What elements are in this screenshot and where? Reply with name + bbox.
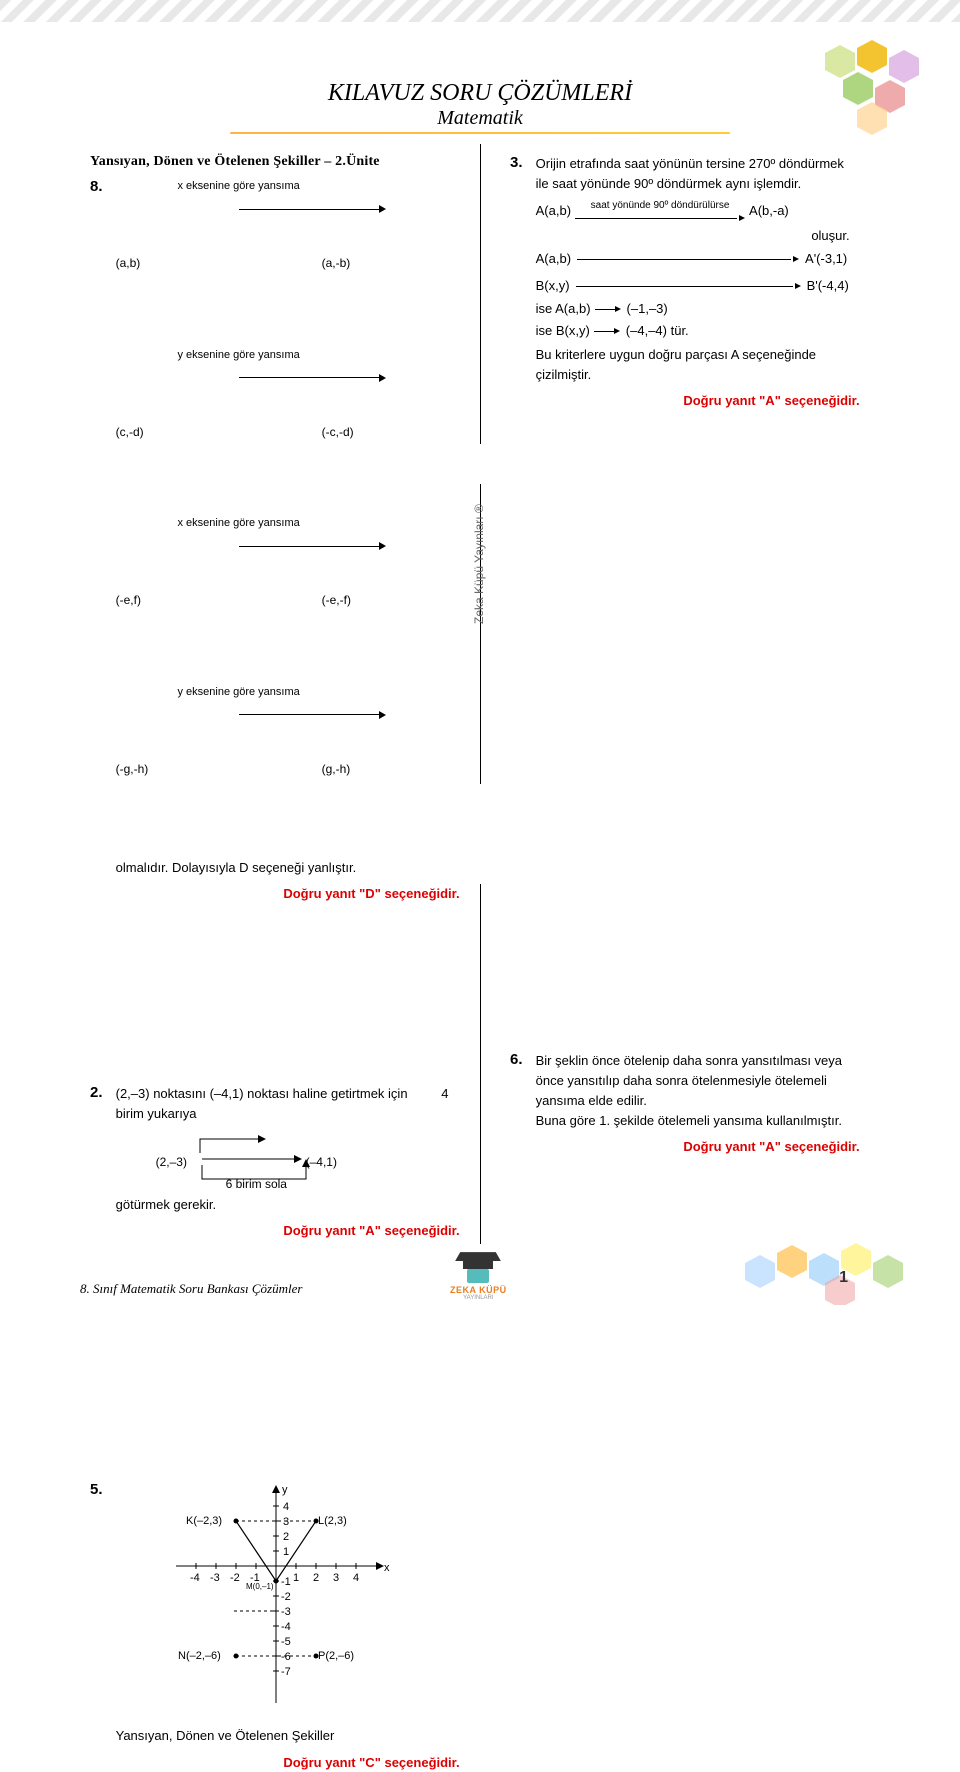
q2-diagram: (2,–3) (–4,1) 6 birim sola [156,1129,376,1189]
arrow-icon [575,213,745,223]
page-subtitle: Matematik [80,107,880,130]
svg-text:M(0,–1): M(0,–1) [246,1582,274,1591]
svg-text:P(2,–6): P(2,–6) [318,1650,354,1662]
title-block: KILAVUZ SORU ÇÖZÜMLERİ Matematik [80,80,880,134]
q8-row-2: (c,-d) y eksenine göre yansıma (-c,-d) [116,349,460,516]
svg-text:2: 2 [283,1531,289,1543]
footer-text: 8. Sınıf Matematik Soru Bankası Çözümler [80,1281,302,1297]
question-6: 6. Bir şeklin önce ötelenip daha sonra y… [510,1051,860,1157]
arrow-icon [594,326,622,336]
q2-tail: götürmek gerekir. [116,1195,460,1215]
question-8: 8. (a,b) x eksenine göre yansıma (a,-b) … [90,178,460,904]
q3-row2: A(a,b) A'(-3,1) [536,249,860,269]
column-divider-1 [480,144,481,444]
q5-caption: Yansıyan, Dönen ve Ötelenen Şekiller [116,1726,460,1746]
hex-decoration-top [810,40,930,140]
svg-text:K(–2,3): K(–2,3) [186,1515,222,1527]
q8-row-3: (-e,f) x eksenine göre yansıma (-e,-f) [116,517,460,684]
svg-text:y: y [282,1484,288,1496]
svg-text:-3: -3 [210,1572,220,1584]
svg-text:-3: -3 [281,1606,291,1618]
hex-decoration-bottom [740,1235,910,1305]
svg-text:-1: -1 [281,1576,291,1588]
svg-text:3: 3 [333,1572,339,1584]
q3-ise-a: ise A(a,b) (–1,–3) [536,299,860,319]
svg-text:L(2,3): L(2,3) [318,1515,347,1527]
q3-row3: B(x,y) B'(-4,4) [536,276,860,296]
right-column: 3. Orijin etrafında saat yönünün tersine… [480,144,880,1772]
svg-text:3: 3 [283,1516,289,1528]
svg-text:1: 1 [293,1572,299,1584]
question-5: 5. y x [90,1481,460,1772]
q5-coordinate-graph: y x -4 -3 -2 -1 1 2 3 4 [156,1481,416,1711]
left-column: Yansıyan, Dönen ve Ötelenen Şekiller – 2… [80,144,480,1772]
page-number: 1 [839,1269,848,1287]
svg-text:-4: -4 [190,1572,200,1584]
q5-answer: Doğru yanıt "C" seçeneğidir. [116,1753,460,1772]
title-underline [230,132,730,134]
svg-text:-4: -4 [281,1621,291,1633]
svg-text:-2: -2 [281,1591,291,1603]
q6-answer: Doğru yanıt "A" seçeneğidir. [536,1137,860,1157]
svg-text:2: 2 [313,1572,319,1584]
svg-text:4: 4 [353,1572,359,1584]
svg-text:-2: -2 [230,1572,240,1584]
arrow-icon [577,254,799,264]
q3-answer: Doğru yanıt "A" seçeneğidir. [536,391,860,411]
q3-ise-b: ise B(x,y) (–4,–4) tür. [536,321,860,341]
page-title: KILAVUZ SORU ÇÖZÜMLERİ [80,80,880,107]
question-3: 3. Orijin etrafında saat yönünün tersine… [510,154,860,411]
q6-number: 6. [510,1051,532,1068]
svg-text:4: 4 [283,1501,289,1513]
section-heading: Yansıyan, Dönen ve Ötelenen Şekiller – 2… [90,154,460,170]
top-striped-pattern [0,0,960,22]
svg-text:1: 1 [283,1546,289,1558]
publisher-sideways: Zeka Küpü Yayınları ® [472,504,486,624]
svg-text:-5: -5 [281,1636,291,1648]
q3-number: 3. [510,154,532,171]
q8-tail: olmalıdır. Dolayısıyla D seçeneği yanlış… [116,858,460,878]
q8-row-1: (a,b) x eksenine göre yansıma (a,-b) [116,180,460,347]
publisher-logo: ZEKA KÜPÜ YAYINLARI [450,1259,507,1301]
page: KILAVUZ SORU ÇÖZÜMLERİ Matematik Zeka Kü… [0,0,960,1337]
arrow-icon [576,281,801,291]
question-2: 2. (2,–3) noktasını (–4,1) noktası halin… [90,1084,460,1241]
content-columns: Zeka Küpü Yayınları ® Yansıyan, Dönen ve… [80,144,880,1772]
svg-text:x: x [384,1562,390,1574]
svg-text:N(–2,–6): N(–2,–6) [178,1650,221,1662]
column-divider-3 [480,884,481,1244]
svg-text:-7: -7 [281,1666,291,1678]
q2-answer: Doğru yanıt "A" seçeneğidir. [116,1221,460,1241]
arrow-icon [595,304,623,314]
q5-number: 5. [90,1481,112,1498]
q8-number: 8. [90,178,112,195]
q2-number: 2. [90,1084,112,1101]
q8-row-4: (-g,-h) y eksenine göre yansıma (g,-h) [116,686,460,853]
svg-text:-6: -6 [281,1651,291,1663]
q3-row1: A(a,b) saat yönünde 90º döndürülürse A(b… [536,198,860,223]
q8-answer: Doğru yanıt "D" seçeneğidir. [116,884,460,904]
